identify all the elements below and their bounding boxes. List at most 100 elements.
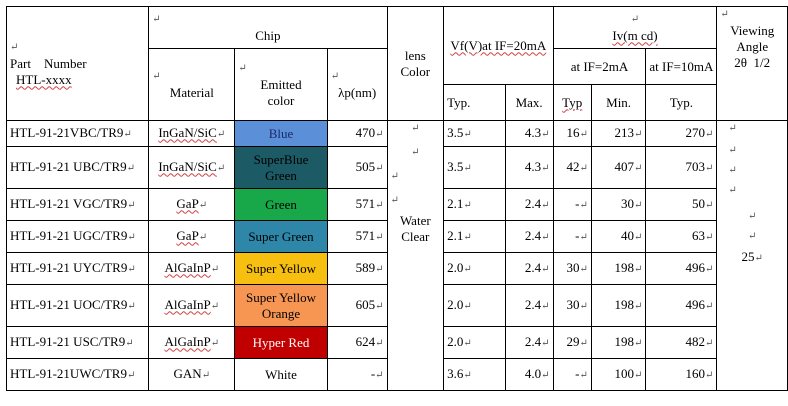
iv-typ-10ma: 482	[685, 333, 706, 349]
cell-material: AlGaInP↵	[148, 326, 236, 359]
iv-min: 30	[620, 195, 634, 211]
vf-max: 2.4	[524, 296, 542, 312]
cell-iv-min: 213↵	[590, 120, 647, 147]
emitted-color-swatch: Super Green	[235, 221, 327, 252]
cell-emitted-color: White	[234, 358, 328, 391]
wavelength: 505	[355, 158, 376, 174]
iv-typ-10ma: 63	[692, 227, 706, 243]
cell-part-number: HTL-91-21 USC/TR9↵	[5, 326, 150, 359]
header-part-number-label: Part Number	[10, 55, 87, 71]
table-row: HTL-91-21 UGC/TR9↵ GaP↵ Super Green 571↵ 2.1…	[5, 220, 788, 253]
iv-min: 407	[614, 158, 634, 174]
vf-max: 4.0	[524, 365, 542, 381]
emitted-color-swatch: Hyper Red	[235, 327, 327, 358]
cell-vf-max: 4.3↵	[504, 120, 554, 147]
wavelength: 571	[355, 227, 376, 243]
header-row-2: ↵ Material ↵ Emitted color ↵ λp(nm) at I…	[7, 48, 788, 121]
cell-vf-typ: 3.5↵	[443, 120, 506, 147]
cell-material: InGaN/SiC↵	[148, 146, 236, 189]
emitted-color-label: SuperBlue	[253, 151, 309, 167]
cell-lens-color: ↵ ↵ ↵ ↵ Water Clear	[386, 120, 445, 391]
emitted-color-swatch: Super Yellow	[235, 253, 327, 284]
header-lens-color: lens Color	[386, 6, 445, 121]
cell-iv-typ-2ma: 16↵	[552, 120, 592, 147]
emitted-color-swatch: Green	[235, 189, 327, 220]
cell-material: InGaN/SiC↵	[148, 120, 236, 147]
iv-min: 198	[614, 333, 634, 349]
cell-vf-typ: 3.5↵	[443, 146, 506, 189]
iv-typ-2ma: -	[575, 365, 580, 381]
iv-typ-2ma: 30	[566, 296, 580, 312]
cell-vf-max: 2.4↵	[504, 326, 554, 359]
emitted-color-label: Blue	[268, 125, 294, 141]
lens-color-value: Water	[399, 213, 431, 228]
wavelength: 589	[355, 259, 376, 275]
cell-vf-typ: 2.1↵	[443, 220, 506, 253]
vf-typ: 2.0	[447, 259, 464, 275]
part-number: HTL-91-21 UYC/TR9	[10, 259, 128, 275]
material: AlGaInP	[164, 259, 211, 275]
cell-material: GAN↵	[148, 358, 236, 391]
material: InGaN/SiC	[158, 158, 217, 174]
cell-iv-typ-2ma: 30↵	[552, 284, 592, 327]
header-lambda: ↵ λp(nm)	[326, 48, 388, 121]
material: GaP	[176, 195, 199, 211]
header-iv: ↵ Iv(m cd)	[552, 6, 718, 49]
header-iv-typ-10ma: Typ.	[645, 84, 718, 121]
header-row-3: Typ. Max. Typ Min. Typ.	[7, 84, 788, 121]
header-vf: Vf(V)at IF=20mA	[443, 6, 554, 85]
cell-vf-typ: 2.0↵	[443, 284, 506, 327]
vf-typ: 2.1	[447, 195, 464, 211]
cell-iv-typ-10ma: 496↵	[645, 284, 718, 327]
iv-typ-2ma: 29	[566, 333, 580, 349]
part-number: HTL-91-21 USC/TR9	[10, 333, 126, 349]
cell-iv-typ-10ma: 496↵	[645, 252, 718, 285]
header-chip-label: Chip	[255, 27, 281, 43]
cell-vf-max: 2.4↵	[504, 284, 554, 327]
cell-iv-typ-10ma: 703↵	[645, 146, 718, 189]
emitted-color-swatch: White	[235, 359, 327, 390]
paragraph-mark: ↵	[10, 41, 19, 53]
wavelength: 470	[355, 124, 376, 140]
cell-wavelength: 505↵	[326, 146, 388, 189]
iv-typ-10ma: 50	[692, 195, 706, 211]
emitted-color-label-2: Green	[265, 167, 297, 183]
iv-typ-2ma: -	[575, 227, 580, 243]
vf-max: 2.4	[524, 195, 542, 211]
cell-material: AlGaInP↵	[148, 252, 236, 285]
cell-iv-typ-10ma: 63↵	[645, 220, 718, 253]
emitted-color-label: Super Green	[248, 228, 314, 244]
vf-typ: 3.5	[447, 124, 464, 140]
emitted-color-label: Green	[265, 196, 297, 212]
cell-iv-min: 100↵	[590, 358, 647, 391]
wavelength: -	[370, 365, 376, 381]
material: InGaN/SiC	[158, 124, 217, 140]
cell-wavelength: 589↵	[326, 252, 388, 285]
part-number: HTL-91-21 UGC/TR9	[10, 227, 128, 243]
cell-wavelength: 605↵	[326, 284, 388, 327]
vf-max: 2.4	[524, 333, 542, 349]
cell-iv-min: 407↵	[590, 146, 647, 189]
table-row: HTL-91-21 VGC/TR9↵ GaP↵ Green 571↵ 2.1↵ 2.4↵ -…	[5, 188, 788, 221]
cell-iv-min: 198↵	[590, 284, 647, 327]
led-spec-table: ↵ Part Number HTL-xxxx ↵ Chip lens Color…	[5, 6, 788, 391]
cell-vf-typ: 2.1↵	[443, 188, 506, 221]
cell-iv-min: 40↵	[590, 220, 647, 253]
lens-color-value-2: Clear	[401, 229, 430, 244]
vf-typ: 2.1	[447, 227, 464, 243]
table-row: HTL-91-21UWC/TR9↵ GAN↵ White -↵ 3.6↵ 4.0↵ -↵ 10…	[5, 358, 788, 391]
cell-part-number: HTL-91-21VBC/TR9↵	[5, 120, 150, 147]
cell-wavelength: 624↵	[326, 326, 388, 359]
cell-part-number: HTL-91-21 UBC/TR9↵	[5, 146, 150, 189]
cell-material: GaP↵	[148, 220, 236, 253]
part-number: HTL-91-21UWC/TR9	[10, 365, 127, 381]
cell-part-number: HTL-91-21UWC/TR9↵	[5, 358, 150, 391]
cell-emitted-color: Super Green	[234, 220, 328, 253]
cell-iv-typ-2ma: -↵	[552, 188, 592, 221]
header-iv-10ma: at IF=10mA	[645, 48, 718, 85]
cell-emitted-color: Super Yellow Orange	[234, 284, 328, 327]
wavelength: 624	[355, 333, 376, 349]
wavelength: 605	[355, 296, 376, 312]
cell-emitted-color: Hyper Red	[234, 326, 328, 359]
